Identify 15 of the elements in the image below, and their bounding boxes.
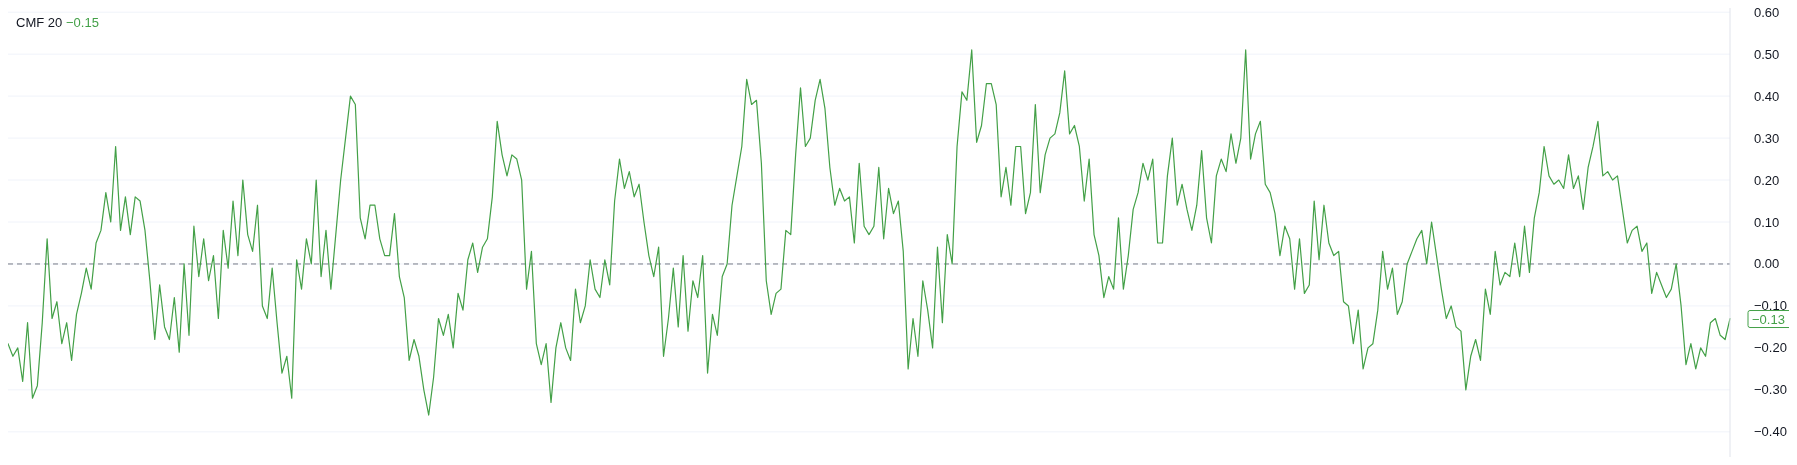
y-tick-label: 0.50 <box>1754 46 1780 62</box>
text: CMF 20 <box>16 15 63 30</box>
text: −0.13 <box>1752 312 1785 328</box>
y-tick-label: 0.30 <box>1754 130 1780 146</box>
y-tick-label: −0.20 <box>1754 340 1787 356</box>
y-tick-label: 0.20 <box>1754 172 1780 188</box>
y-tick-label: 0.40 <box>1754 88 1780 104</box>
y-tick-label: −0.10 <box>1754 298 1787 314</box>
y-tick-label: −0.30 <box>1754 382 1787 398</box>
y-tick-label: 0.00 <box>1754 256 1780 272</box>
annotation: −0.15 <box>66 15 99 30</box>
y-tick-label: 0.60 <box>1754 4 1780 20</box>
y-tick-label: −0.40 <box>1754 424 1787 440</box>
line-series <box>8 49 1731 416</box>
y-tick-label: 0.10 <box>1754 214 1780 230</box>
